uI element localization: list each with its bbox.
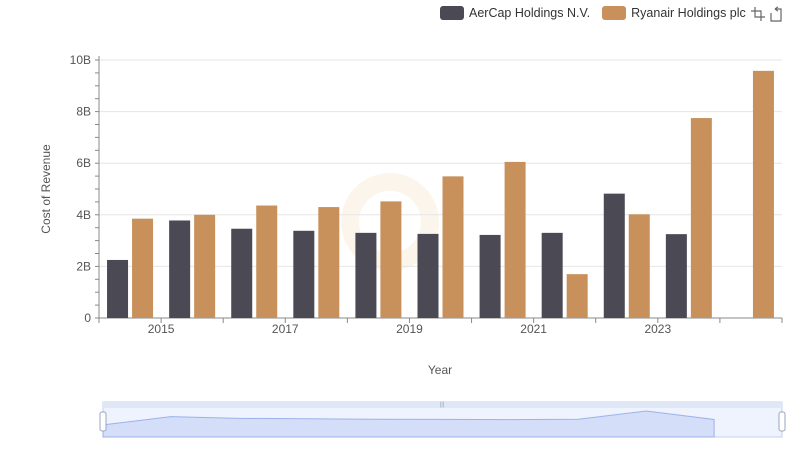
bar-aercap-2016[interactable] [231, 228, 253, 318]
restore-icon[interactable] [768, 6, 784, 22]
bar-ryanair-2020[interactable] [504, 161, 526, 318]
x-tick-label: 2023 [644, 322, 671, 336]
chart-legend: AerCap Holdings N.V. Ryanair Holdings pl… [440, 4, 758, 22]
bar-aercap-2015[interactable] [169, 220, 191, 318]
y-tick-label: 6B [76, 156, 91, 170]
bar-ryanair-2022[interactable] [628, 214, 650, 318]
bar-aercap-2023[interactable] [665, 234, 687, 318]
y-tick-label: 10B [70, 53, 91, 67]
y-tick-label: 8B [76, 105, 91, 119]
x-tick-label: 2021 [520, 322, 547, 336]
bar-ryanair-2018[interactable] [380, 201, 402, 318]
zoom-icon[interactable] [750, 6, 766, 22]
bar-ryanair-2016[interactable] [256, 205, 278, 318]
bar-ryanair-2024[interactable] [752, 70, 774, 318]
slider-top-bar[interactable] [103, 402, 782, 408]
y-axis-title: Cost of Revenue [39, 144, 53, 234]
y-tick-label: 0 [84, 311, 91, 325]
bar-aercap-2017[interactable] [293, 230, 315, 318]
x-axis-title: Year [428, 363, 452, 377]
bar-ryanair-2019[interactable] [442, 176, 464, 318]
slider-handle-right[interactable] [778, 411, 786, 432]
legend-item-aercap[interactable]: AerCap Holdings N.V. [440, 6, 590, 20]
bar-ryanair-2015[interactable] [194, 214, 216, 318]
legend-label-ryanair: Ryanair Holdings plc [631, 6, 746, 20]
bar-ryanair-2014[interactable] [132, 218, 154, 318]
slider-grip-icon[interactable]: ||| [440, 402, 445, 408]
y-tick-label: 4B [76, 208, 91, 222]
legend-swatch-ryanair [602, 6, 627, 20]
bar-ryanair-2021[interactable] [566, 274, 588, 318]
bar-aercap-2019[interactable] [417, 233, 439, 318]
x-tick-label: 2019 [396, 322, 423, 336]
bar-ryanair-2023[interactable] [690, 118, 712, 318]
bar-aercap-2018[interactable] [355, 232, 377, 318]
bar-aercap-2014[interactable] [107, 259, 129, 318]
bar-aercap-2021[interactable] [541, 232, 563, 318]
zoom-slider[interactable]: ||| [99, 401, 786, 438]
chart-toolbox [748, 6, 784, 22]
x-tick-label: 2015 [148, 322, 175, 336]
bar-aercap-2020[interactable] [479, 234, 501, 318]
bar-ryanair-2017[interactable] [318, 207, 340, 318]
slider-preview-area [102, 410, 715, 438]
y-tick-label: 2B [76, 259, 91, 273]
legend-label-aercap: AerCap Holdings N.V. [469, 6, 591, 20]
x-tick-label: 2017 [272, 322, 299, 336]
slider-handle-left[interactable] [99, 411, 107, 432]
bar-aercap-2022[interactable] [603, 193, 625, 318]
legend-swatch-aercap [440, 6, 464, 20]
legend-item-ryanair[interactable]: Ryanair Holdings plc [602, 6, 746, 20]
